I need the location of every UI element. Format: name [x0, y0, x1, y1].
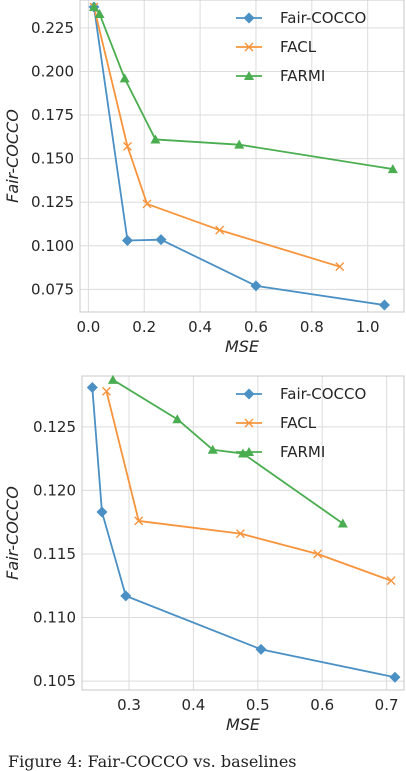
- y-tick-label: 0.175: [31, 106, 74, 124]
- x-tick-label: 0.2: [132, 318, 156, 336]
- data-point-fair-cocco: [96, 506, 108, 518]
- data-point-farmi: [94, 8, 105, 18]
- chart-top: 0.0 0.2 0.4 0.6 0.8 1.0 0.075 0.100 0.125 0.150 0.…: [3, 0, 405, 356]
- data-point-farmi: [337, 518, 348, 528]
- x-tick-label: 0.8: [300, 318, 324, 336]
- legend-label: FARMI: [280, 443, 325, 461]
- x-tick-label: 0.4: [181, 696, 205, 714]
- x-tick-label: 0.3: [117, 696, 141, 714]
- y-tick-label: 0.115: [33, 545, 76, 563]
- figure-caption: Figure 4: Fair-COCCO vs. baselines: [8, 752, 297, 771]
- data-point-fair-cocco: [255, 643, 267, 655]
- data-point-fair-cocco: [155, 234, 167, 246]
- plot-frame: [81, 375, 405, 691]
- data-point-facl: [235, 529, 245, 539]
- data-point-fair-cocco: [86, 381, 98, 393]
- x-tick-label: 1.0: [356, 318, 380, 336]
- data-point-farmi: [207, 444, 218, 454]
- series-line-fair-cocco: [91, 387, 396, 679]
- data-point-facl: [142, 199, 152, 209]
- y-tick-label: 0.225: [31, 19, 74, 37]
- data-point-farmi: [119, 73, 130, 83]
- legend-label: Fair-COCCO: [280, 9, 366, 27]
- plot-frame: [79, 0, 405, 313]
- data-point-facl: [313, 549, 323, 559]
- data-point-facl: [122, 141, 132, 151]
- legend-label: FARMI: [280, 67, 325, 85]
- y-axis-label: Fair-COCCO: [3, 109, 22, 203]
- data-point-fair-cocco: [389, 671, 401, 683]
- legend-label: Fair-COCCO: [280, 385, 366, 403]
- y-tick-label: 0.110: [33, 609, 76, 627]
- legend-marker: [244, 447, 254, 456]
- data-point-farmi: [172, 414, 183, 424]
- data-point-facl: [101, 386, 111, 396]
- x-axis-label: MSE: [225, 337, 260, 356]
- data-point-fair-cocco: [378, 299, 390, 311]
- legend-label: FACL: [280, 38, 317, 56]
- series-line-facl: [105, 391, 392, 582]
- x-tick-label: 0.7: [375, 696, 399, 714]
- x-tick-label: 0.4: [188, 318, 212, 336]
- legend-marker: [244, 71, 254, 80]
- legend-marker: [243, 388, 255, 400]
- data-point-fair-cocco: [250, 280, 262, 292]
- x-tick-label: 0.5: [246, 696, 270, 714]
- data-point-farmi: [234, 139, 245, 149]
- data-point-facl: [335, 262, 345, 272]
- chart-bottom: 0.3 0.4 0.5 0.6 0.7 0.105 0.110 0.115 0.120 0.125…: [3, 374, 405, 734]
- data-point-facl: [134, 516, 144, 526]
- data-point-fair-cocco: [121, 235, 133, 247]
- y-tick-label: 0.125: [33, 418, 76, 436]
- legend-marker: [243, 12, 255, 24]
- y-tick-label: 0.075: [31, 280, 74, 298]
- x-tick-label: 0.6: [310, 696, 334, 714]
- x-axis-label: MSE: [226, 715, 261, 734]
- legend-marker: [244, 42, 254, 52]
- data-point-facl: [215, 225, 225, 235]
- y-tick-label: 0.120: [33, 481, 76, 499]
- legend-label: FACL: [280, 414, 317, 432]
- y-tick-label: 0.100: [31, 237, 74, 255]
- y-tick-label: 0.150: [31, 150, 74, 168]
- series-line-fair-cocco: [93, 6, 385, 306]
- data-point-farmi: [107, 374, 118, 384]
- legend-marker: [244, 418, 254, 428]
- y-tick-label: 0.200: [31, 62, 74, 80]
- data-point-facl: [386, 576, 396, 586]
- y-tick-label: 0.125: [31, 193, 74, 211]
- data-point-fair-cocco: [120, 590, 132, 602]
- data-point-farmi: [150, 134, 161, 144]
- data-point-farmi: [88, 1, 99, 11]
- series-line-farmi: [93, 6, 393, 170]
- data-point-farmi: [387, 164, 398, 174]
- x-tick-label: 0.0: [76, 318, 100, 336]
- y-axis-label: Fair-COCCO: [3, 486, 22, 580]
- x-tick-label: 0.6: [244, 318, 268, 336]
- y-tick-label: 0.105: [33, 672, 76, 690]
